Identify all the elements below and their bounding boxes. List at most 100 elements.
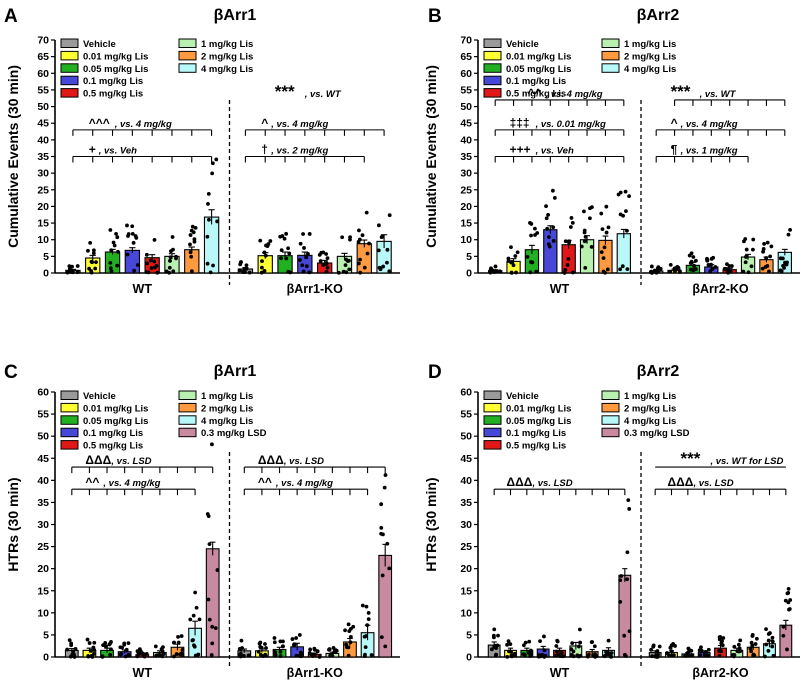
data-point bbox=[144, 651, 149, 656]
data-point bbox=[627, 629, 632, 634]
data-point bbox=[126, 653, 131, 658]
data-point bbox=[741, 269, 746, 274]
data-point bbox=[717, 649, 722, 654]
data-point bbox=[713, 265, 718, 269]
data-point bbox=[347, 267, 352, 272]
data-point bbox=[743, 260, 748, 265]
panel-letter: B bbox=[428, 6, 442, 27]
legend-label-vehicle: Vehicle bbox=[506, 39, 539, 50]
data-point bbox=[362, 654, 367, 659]
data-point bbox=[89, 259, 94, 264]
annotation-symbol: ^ bbox=[261, 116, 268, 130]
data-point bbox=[706, 647, 711, 652]
data-point bbox=[365, 251, 370, 256]
y-axis-label: Cumulative Events (30 min) bbox=[423, 65, 439, 248]
data-point bbox=[578, 653, 583, 658]
data-point bbox=[577, 627, 582, 632]
y-tick-label: 60 bbox=[460, 68, 472, 80]
y-axis-label: HTRs (30 min) bbox=[423, 477, 439, 571]
data-point bbox=[709, 262, 713, 267]
legend-swatch-lis1 bbox=[178, 390, 197, 400]
data-point bbox=[168, 258, 172, 263]
data-point bbox=[380, 573, 385, 578]
data-point bbox=[334, 648, 339, 653]
data-point bbox=[509, 245, 513, 250]
data-point bbox=[699, 648, 704, 653]
annotation-text: , vs. 4 mg/kg bbox=[270, 119, 328, 130]
annotation-symbol: ΔΔΔ bbox=[258, 453, 284, 467]
data-point bbox=[699, 645, 703, 650]
data-point bbox=[602, 245, 607, 250]
data-point bbox=[171, 269, 176, 274]
data-point bbox=[115, 263, 120, 268]
data-point bbox=[206, 202, 210, 206]
data-point bbox=[528, 270, 533, 275]
data-point bbox=[145, 261, 150, 266]
data-point bbox=[169, 249, 173, 254]
data-point bbox=[87, 641, 92, 645]
data-point bbox=[360, 603, 365, 608]
data-point bbox=[379, 502, 384, 507]
legend-swatch-lis4 bbox=[178, 415, 197, 425]
data-point bbox=[655, 649, 660, 653]
y-tick-label: 0 bbox=[466, 268, 472, 280]
data-point bbox=[763, 654, 767, 659]
data-point bbox=[330, 653, 335, 658]
data-point bbox=[210, 442, 214, 447]
data-point bbox=[749, 640, 754, 645]
y-tick-label: 50 bbox=[460, 431, 472, 443]
data-point bbox=[568, 225, 573, 229]
data-point bbox=[172, 654, 176, 659]
legend-swatch-lis05 bbox=[60, 440, 79, 450]
data-point bbox=[675, 265, 680, 269]
data-point bbox=[720, 643, 725, 648]
data-point bbox=[669, 649, 674, 654]
y-tick-label: 40 bbox=[460, 475, 472, 487]
data-point bbox=[533, 233, 537, 237]
data-point bbox=[327, 647, 331, 652]
data-point bbox=[312, 646, 317, 651]
data-point bbox=[546, 242, 551, 247]
legend-label-lis001: 0.01 mg/kg Lis bbox=[83, 403, 148, 414]
data-point bbox=[585, 654, 590, 659]
data-point bbox=[770, 635, 775, 640]
data-point bbox=[750, 634, 755, 638]
legend-swatch-lis005 bbox=[483, 415, 502, 425]
data-point bbox=[766, 638, 771, 643]
data-point bbox=[298, 650, 303, 655]
data-point bbox=[346, 622, 351, 627]
y-tick-label: 50 bbox=[460, 101, 472, 113]
data-point bbox=[692, 267, 697, 272]
legend-swatch-lis05 bbox=[60, 88, 79, 98]
data-point bbox=[272, 636, 277, 640]
data-point bbox=[191, 613, 196, 618]
data-point bbox=[529, 651, 534, 656]
data-point bbox=[551, 225, 556, 230]
data-point bbox=[69, 641, 74, 646]
legend-label-vehicle: Vehicle bbox=[506, 391, 539, 402]
legend-label-lis4: 4 mg/kg Lis bbox=[624, 64, 676, 75]
y-tick-label: 55 bbox=[37, 84, 49, 96]
legend-swatch-lis1 bbox=[601, 390, 620, 400]
data-point bbox=[691, 255, 696, 259]
legend-swatch-vehicle bbox=[60, 390, 79, 400]
data-point bbox=[153, 644, 158, 649]
data-point bbox=[493, 264, 498, 269]
y-tick-label: 60 bbox=[37, 387, 49, 399]
legend-swatch-vehicle bbox=[483, 390, 502, 400]
data-point bbox=[258, 238, 263, 243]
data-point bbox=[297, 633, 302, 637]
data-point bbox=[515, 250, 520, 255]
data-point bbox=[155, 270, 160, 275]
data-point bbox=[579, 244, 584, 249]
data-point bbox=[213, 626, 218, 631]
data-point bbox=[172, 640, 176, 645]
data-point bbox=[192, 237, 197, 242]
data-point bbox=[383, 473, 388, 477]
data-point bbox=[317, 253, 322, 257]
data-point bbox=[651, 643, 656, 648]
panel-letter: A bbox=[4, 6, 18, 27]
data-point bbox=[383, 644, 388, 649]
data-point bbox=[300, 263, 305, 268]
